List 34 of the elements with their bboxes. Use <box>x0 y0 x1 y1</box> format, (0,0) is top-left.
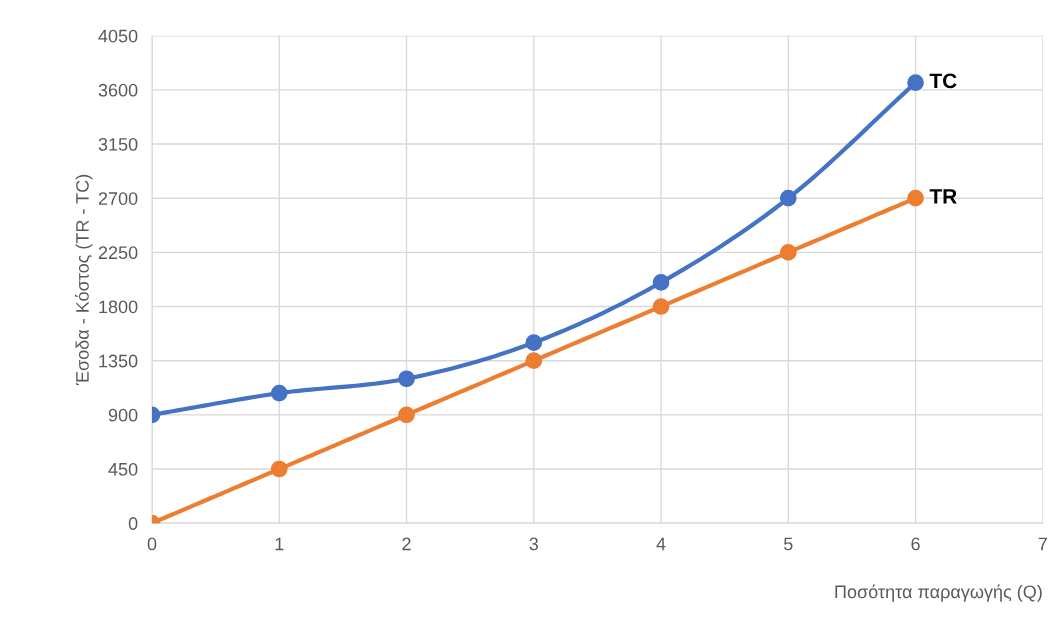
y-axis-title: Έσοδα - Κόστος (TR - TC) <box>75 174 93 386</box>
point <box>779 244 797 261</box>
x-tick-label: 2 <box>402 537 411 551</box>
x-tick-label: 0 <box>147 537 157 551</box>
point <box>398 406 415 424</box>
point <box>652 298 670 315</box>
point <box>907 74 924 91</box>
y-tick-label: 1800 <box>99 300 138 314</box>
series-label: TR <box>929 189 957 204</box>
y-tick-label: 4050 <box>98 29 138 43</box>
y-tick-label: 2250 <box>98 246 138 260</box>
y-tick-label: 0 <box>128 517 138 530</box>
y-tick-label: 2700 <box>98 192 138 205</box>
x-tick-label: 4 <box>656 537 666 551</box>
y-tick-label: 3600 <box>98 83 138 97</box>
series-label: TC <box>929 73 957 89</box>
y-tick-label: 3150 <box>98 137 138 151</box>
point <box>525 352 543 370</box>
x-tick-label: 6 <box>911 537 920 551</box>
y-tick-label: 900 <box>108 408 138 422</box>
point <box>525 334 543 351</box>
point <box>907 189 924 207</box>
point <box>270 460 288 478</box>
x-axis-title: Ποσότητα παραγωγής (Q) <box>835 584 1042 602</box>
point <box>398 370 415 388</box>
x-tick-label: 1 <box>275 537 284 551</box>
point <box>652 274 670 291</box>
x-tick-label: 3 <box>529 537 539 551</box>
y-tick-label: 1350 <box>99 354 138 368</box>
x-tick-label: 7 <box>1038 537 1047 551</box>
y-tick-label: 450 <box>108 462 138 476</box>
point <box>779 189 797 207</box>
x-tick-label: 5 <box>783 537 793 551</box>
point <box>270 384 288 402</box>
